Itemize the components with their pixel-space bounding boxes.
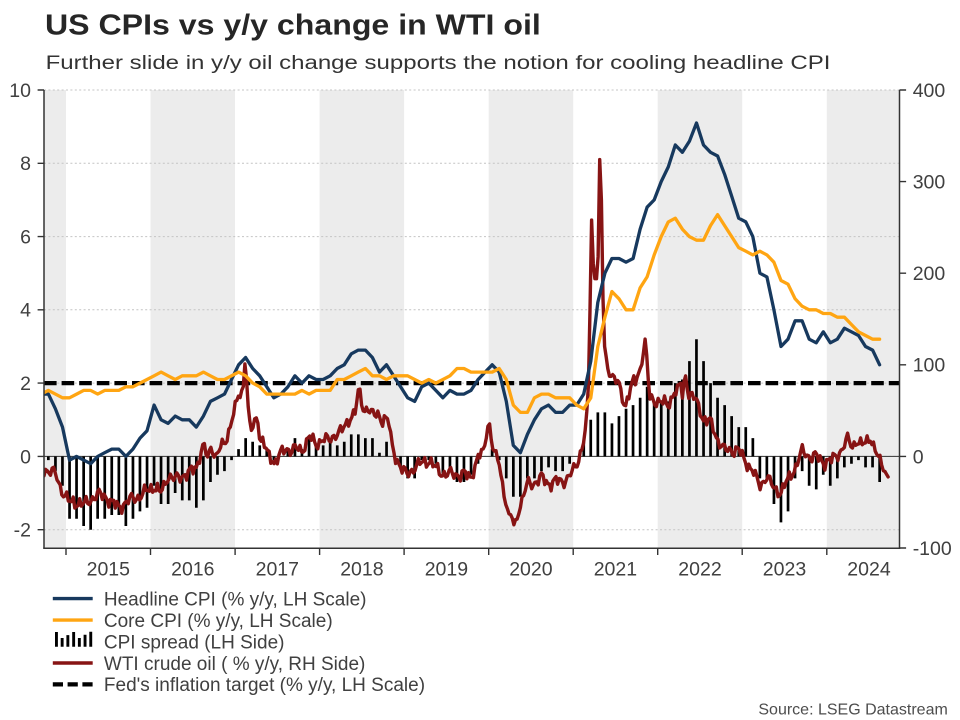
svg-text:WTI crude oil ( % y/y, RH Side: WTI crude oil ( % y/y, RH Side) bbox=[104, 654, 365, 675]
svg-text:Fed's inflation target (% y/y,: Fed's inflation target (% y/y, LH Scale) bbox=[104, 675, 425, 696]
svg-text:4: 4 bbox=[20, 300, 31, 322]
svg-text:0: 0 bbox=[913, 446, 924, 468]
svg-text:Headline CPI (% y/y, LH Scale): Headline CPI (% y/y, LH Scale) bbox=[104, 589, 367, 610]
svg-text:300: 300 bbox=[913, 172, 946, 194]
svg-text:Further slide in y/y oil chang: Further slide in y/y oil change supports… bbox=[46, 53, 831, 74]
svg-text:200: 200 bbox=[913, 263, 946, 285]
svg-text:2022: 2022 bbox=[678, 559, 721, 581]
svg-text:2023: 2023 bbox=[763, 559, 806, 581]
svg-text:2024: 2024 bbox=[847, 559, 891, 581]
svg-text:-2: -2 bbox=[14, 520, 31, 542]
svg-text:2016: 2016 bbox=[171, 559, 214, 581]
svg-text:Source: LSEG Datastream: Source: LSEG Datastream bbox=[758, 702, 947, 719]
svg-text:2018: 2018 bbox=[340, 559, 383, 581]
svg-text:2019: 2019 bbox=[425, 559, 468, 581]
svg-text:US CPIs vs y/y change in WTI o: US CPIs vs y/y change in WTI oil bbox=[45, 10, 541, 42]
svg-text:8: 8 bbox=[20, 153, 31, 175]
svg-text:6: 6 bbox=[20, 227, 31, 249]
svg-text:100: 100 bbox=[913, 355, 946, 377]
svg-text:2017: 2017 bbox=[256, 559, 299, 581]
svg-text:2021: 2021 bbox=[594, 559, 637, 581]
svg-text:CPI spread (LH Side): CPI spread (LH Side) bbox=[104, 632, 285, 653]
svg-text:-100: -100 bbox=[913, 538, 952, 560]
svg-text:2015: 2015 bbox=[87, 559, 131, 581]
svg-text:Core CPI (% y/y, LH Scale): Core CPI (% y/y, LH Scale) bbox=[104, 611, 333, 632]
svg-text:2020: 2020 bbox=[509, 559, 553, 581]
svg-text:400: 400 bbox=[913, 80, 946, 102]
svg-text:10: 10 bbox=[9, 80, 31, 102]
svg-text:0: 0 bbox=[20, 446, 31, 468]
svg-text:2: 2 bbox=[20, 373, 31, 395]
